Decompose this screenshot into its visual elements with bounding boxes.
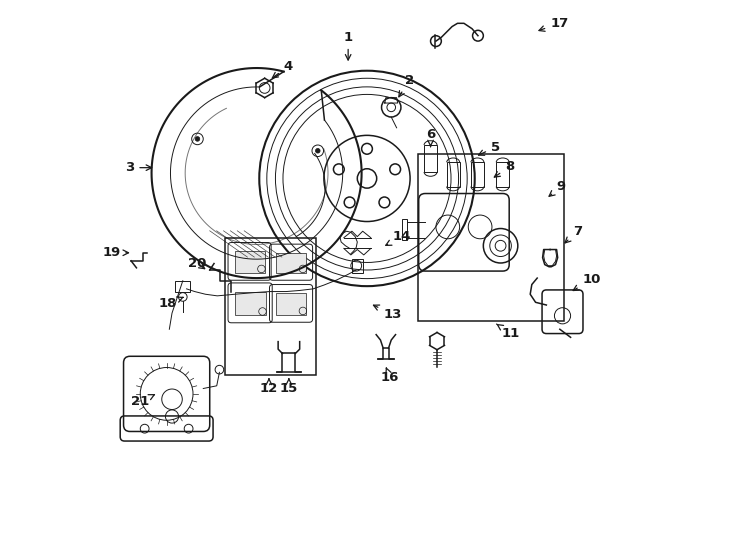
Text: 1: 1 bbox=[344, 31, 353, 60]
Bar bbox=[175, 281, 190, 292]
Bar bbox=[352, 259, 363, 273]
Text: 5: 5 bbox=[479, 141, 500, 156]
Circle shape bbox=[195, 137, 200, 141]
Bar bbox=[496, 163, 509, 186]
Text: 2: 2 bbox=[399, 74, 414, 97]
Text: 13: 13 bbox=[374, 305, 401, 321]
Text: 3: 3 bbox=[125, 161, 152, 174]
Bar bbox=[276, 253, 306, 273]
Text: 7: 7 bbox=[565, 225, 582, 243]
Bar bbox=[225, 238, 316, 375]
Text: 16: 16 bbox=[381, 368, 399, 384]
Text: 12: 12 bbox=[260, 379, 278, 395]
Text: 19: 19 bbox=[102, 246, 128, 259]
Circle shape bbox=[344, 197, 355, 208]
Text: 14: 14 bbox=[386, 230, 411, 245]
Text: 9: 9 bbox=[549, 180, 566, 196]
Bar bbox=[276, 293, 306, 315]
Text: 17: 17 bbox=[539, 17, 568, 31]
Text: 4: 4 bbox=[272, 60, 293, 78]
Bar bbox=[471, 163, 484, 186]
Circle shape bbox=[333, 164, 344, 174]
Text: 20: 20 bbox=[188, 257, 206, 270]
Circle shape bbox=[390, 164, 401, 174]
Bar bbox=[234, 251, 265, 273]
Text: 6: 6 bbox=[426, 128, 435, 146]
Text: 11: 11 bbox=[496, 324, 520, 340]
Bar bbox=[234, 292, 266, 315]
Bar bbox=[447, 163, 459, 186]
Text: 8: 8 bbox=[494, 160, 514, 177]
Bar bbox=[424, 145, 437, 172]
Circle shape bbox=[357, 168, 377, 188]
Bar bbox=[418, 154, 564, 321]
Text: 21: 21 bbox=[131, 395, 155, 408]
Text: 15: 15 bbox=[280, 379, 298, 395]
Circle shape bbox=[316, 148, 320, 153]
Circle shape bbox=[379, 197, 390, 208]
Text: 10: 10 bbox=[573, 273, 601, 291]
Bar bbox=[402, 219, 407, 240]
Circle shape bbox=[362, 144, 372, 154]
Text: 18: 18 bbox=[159, 297, 183, 310]
